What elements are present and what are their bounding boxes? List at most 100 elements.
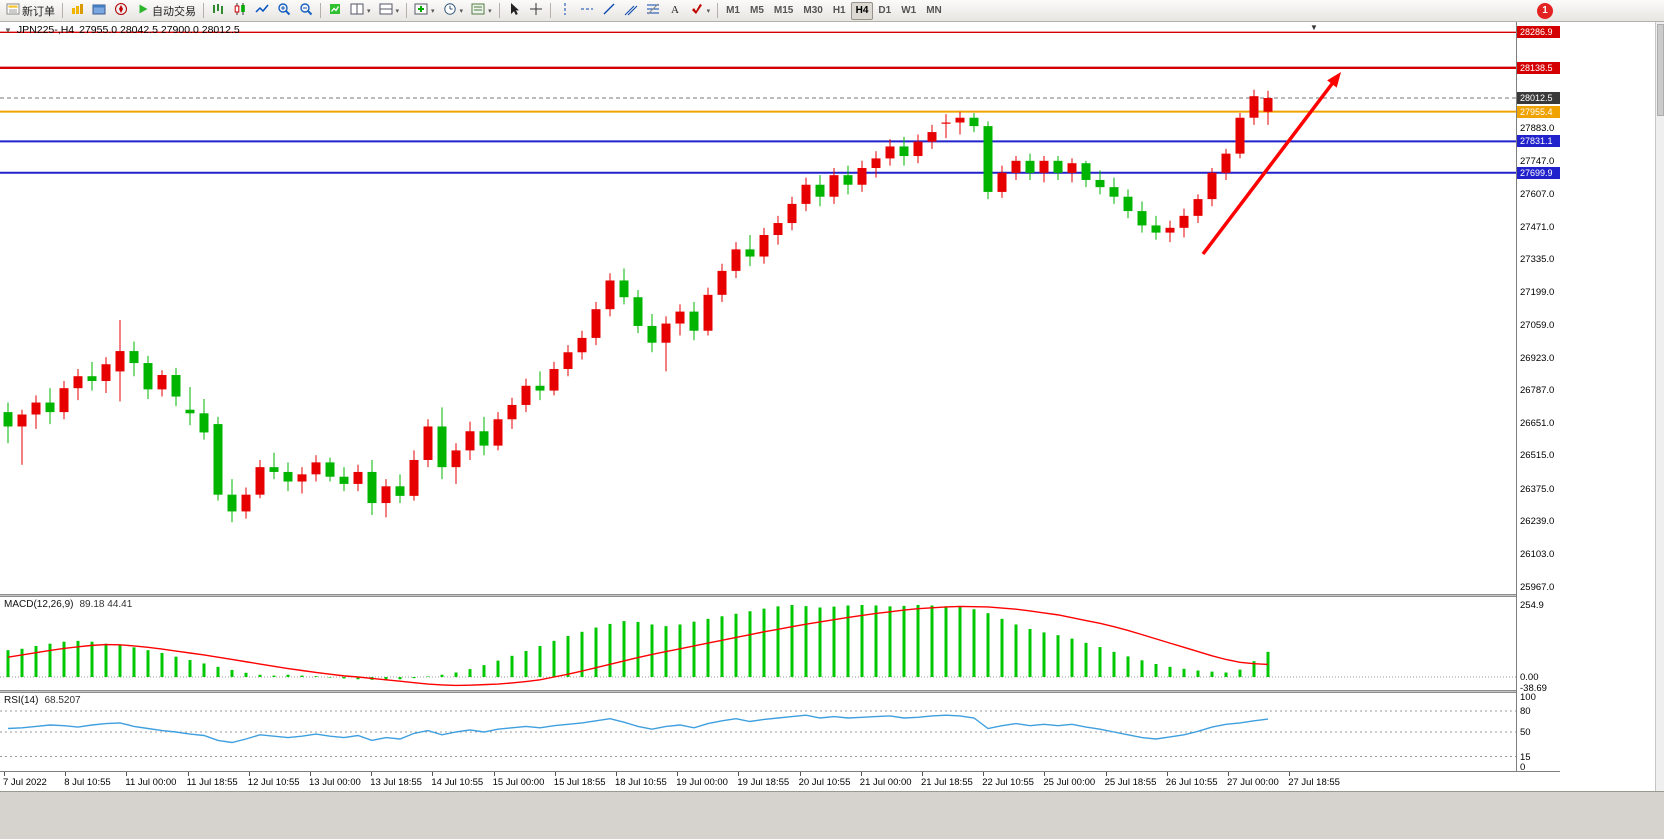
- candle: [661, 316, 671, 372]
- cursor-tool-button[interactable]: [503, 1, 525, 21]
- rsi-label: RSI(14) 68.5207: [4, 695, 81, 706]
- navigator-icon: [114, 2, 128, 19]
- candle: [577, 330, 587, 360]
- macd-chart[interactable]: [0, 597, 1516, 690]
- candle: [1081, 160, 1091, 188]
- line-icon: [255, 2, 269, 19]
- profiles-button[interactable]: [88, 1, 110, 21]
- notification-badge[interactable]: 1: [1537, 3, 1553, 19]
- candle: [199, 398, 209, 440]
- candle: [73, 369, 83, 401]
- template-icon: [471, 2, 485, 19]
- candlestick-mode-button[interactable]: [229, 1, 251, 21]
- timeframe-m30-button[interactable]: M30: [798, 2, 827, 20]
- time-axis-label: 27 Jul 18:55: [1288, 777, 1340, 788]
- timeframe-d1-button[interactable]: D1: [873, 2, 896, 20]
- vertical-line-tool-button[interactable]: [554, 1, 576, 21]
- price-axis-label: 27199.0: [1520, 286, 1555, 298]
- one-click-trading-toggle[interactable]: ▼: [4, 25, 12, 35]
- timeframe-w1-button[interactable]: W1: [896, 2, 921, 20]
- new-order-button[interactable]: 新订单: [2, 1, 59, 21]
- text-tool-button[interactable]: A: [664, 1, 686, 21]
- templates-button[interactable]: ▾: [467, 1, 496, 21]
- ohlc-values: 27955.0 28042.5 27900.0 28012.5: [79, 24, 240, 36]
- candle: [1151, 215, 1161, 240]
- time-axis-tick: [493, 772, 495, 776]
- candle: [423, 419, 433, 468]
- toolbar-separator: [203, 3, 204, 18]
- candle: [129, 341, 139, 377]
- candle: [675, 304, 685, 336]
- macd-values: 89.18 44.41: [79, 599, 133, 610]
- candle: [157, 370, 167, 397]
- bar-chart-mode-button[interactable]: [207, 1, 229, 21]
- arrows-tool-button[interactable]: ▾: [686, 1, 715, 21]
- candle: [633, 290, 643, 334]
- candle: [241, 487, 251, 519]
- timeframe-mn-button[interactable]: MN: [921, 2, 947, 20]
- crosshair-tool-button[interactable]: [525, 1, 547, 21]
- trendline-icon: [602, 2, 616, 19]
- profiles-icon: [92, 2, 106, 19]
- timeframe-m5-button[interactable]: M5: [745, 2, 769, 20]
- candle: [801, 177, 811, 212]
- candle: [1263, 90, 1273, 125]
- time-axis-tick: [799, 772, 801, 776]
- timeframe-h4-button[interactable]: H4: [850, 1, 874, 20]
- panel-splitter[interactable]: [0, 594, 1560, 597]
- trendline-tool-button[interactable]: [598, 1, 620, 21]
- period-selector-button[interactable]: ▾: [439, 1, 468, 21]
- time-axis-tick: [738, 772, 740, 776]
- main-chart-panel[interactable]: ▼ JPN225-,H4 27955.0 28042.5 27900.0 280…: [0, 22, 1516, 594]
- toolbar-separator: [549, 3, 551, 18]
- new-chart-button[interactable]: ▾: [410, 1, 439, 21]
- rsi-chart[interactable]: [0, 693, 1516, 771]
- time-axis-label: 14 Jul 10:55: [431, 777, 484, 788]
- vertical-scrollbar[interactable]: [1655, 22, 1664, 791]
- time-axis-label: 25 Jul 18:55: [1104, 777, 1157, 788]
- candle: [171, 367, 181, 407]
- line-price-badge: 27831.1: [1517, 135, 1560, 148]
- rsi-axis-label: 15: [1520, 751, 1531, 763]
- timeframe-m1-button[interactable]: M1: [721, 2, 745, 20]
- candle: [185, 386, 195, 426]
- chart-shift-marker[interactable]: ▼: [1310, 23, 1318, 32]
- timeframe-m15-button[interactable]: M15: [769, 2, 798, 20]
- time-axis[interactable]: 7 Jul 2022 8 Jul 10:55 11 Jul 00:00 11 Jul …: [0, 771, 1560, 791]
- scrollbar-thumb[interactable]: [1657, 24, 1664, 116]
- tile-windows-button[interactable]: ▾: [346, 1, 375, 21]
- zoom-out-icon: [299, 2, 313, 19]
- candlestick-chart[interactable]: [0, 22, 1516, 594]
- candle: [227, 479, 237, 523]
- macd-panel[interactable]: MACD(12,26,9) 89.18 44.41: [0, 597, 1516, 690]
- arrange-windows-button[interactable]: ▾: [375, 1, 404, 21]
- fibonacci-tool-button[interactable]: [642, 1, 664, 21]
- macd-axis-label: 0.00: [1520, 672, 1539, 683]
- timeframe-h1-button[interactable]: H1: [828, 2, 851, 20]
- panel-splitter[interactable]: [0, 690, 1560, 693]
- hline-icon: [580, 2, 594, 19]
- zoom-in-button[interactable]: [273, 1, 295, 21]
- rsi-panel[interactable]: RSI(14) 68.5207: [0, 693, 1516, 771]
- horizontal-line-tool-button[interactable]: [576, 1, 598, 21]
- time-axis-label: 19 Jul 00:00: [676, 777, 728, 788]
- line-chart-mode-button[interactable]: [251, 1, 273, 21]
- candle: [969, 112, 979, 133]
- channel-tool-button[interactable]: [620, 1, 642, 21]
- navigator-button[interactable]: [110, 1, 132, 21]
- time-axis-label: 11 Jul 00:00: [125, 777, 177, 788]
- price-axis-label: 27883.0: [1520, 122, 1555, 134]
- time-axis-label: 8 Jul 10:55: [64, 777, 111, 788]
- price-axis[interactable]: 27883.0 27747.0 27607.0 27471.0 27335.0 27199…: [1516, 22, 1560, 773]
- candle: [647, 313, 657, 353]
- indicators-list-button[interactable]: [324, 1, 346, 21]
- candle: [759, 227, 769, 264]
- autotrading-button[interactable]: 自动交易: [132, 1, 200, 21]
- market-watch-button[interactable]: [66, 1, 88, 21]
- time-axis-tick: [677, 772, 679, 776]
- macd-axis-label: -38.69: [1520, 682, 1547, 694]
- candle: [381, 479, 391, 518]
- main-toolbar: 新订单 自动交易 ▾ ▾ ▾ ▾ ▾ A ▾ M1 M5 M15 M30 H1 H4 D1 W1 MN 1: [0, 0, 1664, 22]
- trend-arrow-object[interactable]: [1201, 72, 1341, 256]
- zoom-out-button[interactable]: [295, 1, 317, 21]
